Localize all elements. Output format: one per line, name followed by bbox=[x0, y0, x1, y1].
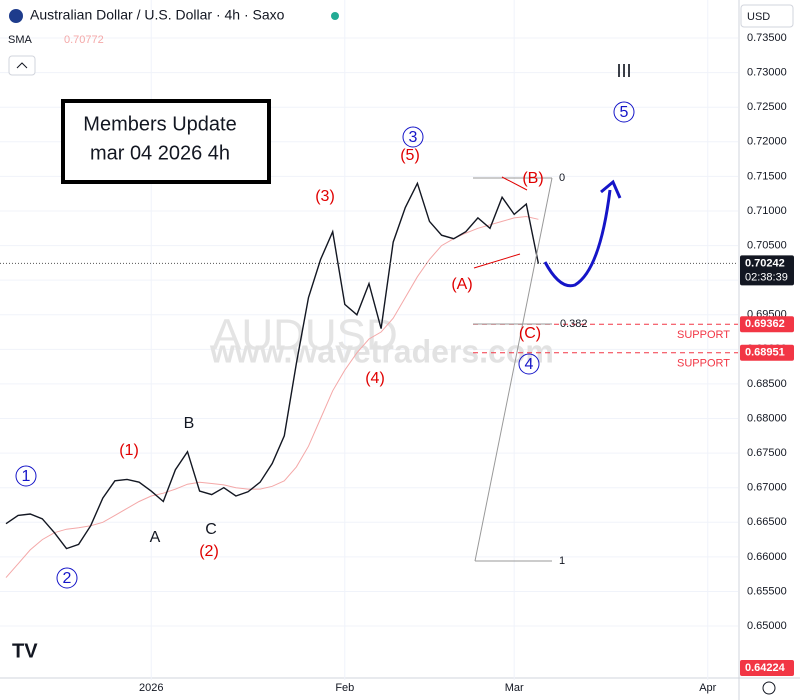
price-tag bbox=[740, 255, 794, 286]
y-tick-label: 0.65500 bbox=[747, 585, 787, 597]
y-tick-label: 0.68000 bbox=[747, 412, 787, 424]
wave-circle bbox=[402, 126, 424, 148]
watermark-url: www.wavetraders.com bbox=[209, 333, 554, 369]
wave-label: (3) bbox=[315, 188, 335, 205]
y-tick-label: 0.70500 bbox=[747, 239, 787, 251]
fib-label: 0 bbox=[559, 172, 565, 184]
wave-label: (5) bbox=[400, 147, 420, 164]
price-tag bbox=[740, 316, 794, 333]
settings-icon[interactable] bbox=[762, 681, 776, 695]
y-tick-label: 0.73000 bbox=[747, 67, 787, 79]
wave-label: III bbox=[616, 61, 631, 81]
y-tick-label: 0.67500 bbox=[747, 447, 787, 459]
wave-label: (B) bbox=[522, 170, 543, 187]
currency: USD bbox=[747, 11, 770, 23]
y-tick-label: 0.65000 bbox=[747, 620, 787, 632]
y-tick-label: 0.68500 bbox=[747, 378, 787, 390]
price-tag-label: 0.64224 bbox=[745, 662, 786, 674]
x-tick-label: Feb bbox=[335, 682, 354, 694]
y-tick-label: 0.67000 bbox=[747, 482, 787, 494]
fib-lines bbox=[473, 177, 553, 562]
y-tick-label: 0.66500 bbox=[747, 516, 787, 528]
wave-label: C bbox=[205, 521, 217, 538]
wave-circle bbox=[613, 101, 635, 123]
indicator-value: 0.70772 bbox=[64, 34, 104, 46]
series-line bbox=[5, 215, 539, 578]
y-tick-label: 0.72000 bbox=[747, 136, 787, 148]
price-tag bbox=[740, 344, 794, 361]
price-tag-label: 0.70242 bbox=[745, 257, 785, 269]
support-label: SUPPORT bbox=[677, 329, 730, 341]
currency-button[interactable] bbox=[740, 4, 794, 28]
wave-label: (2) bbox=[199, 543, 219, 560]
support-label: SUPPORT bbox=[677, 358, 730, 370]
logo: TV bbox=[12, 640, 38, 662]
wave-circle bbox=[15, 465, 37, 487]
price-tag-label: 0.68951 bbox=[745, 347, 785, 359]
chart-title: Australian Dollar / U.S. Dollar · 4h · S… bbox=[30, 7, 285, 23]
series-line bbox=[5, 181, 540, 550]
y-tick-label: 0.71500 bbox=[747, 170, 787, 182]
wave-circle bbox=[56, 567, 78, 589]
countdown: 02:38:39 bbox=[745, 271, 788, 283]
flag-icon bbox=[9, 9, 23, 23]
x-tick-label: Mar bbox=[505, 682, 524, 694]
x-tick-label: 2026 bbox=[139, 682, 163, 694]
box-subtitle: mar 04 2026 4h bbox=[90, 142, 230, 164]
wave-label: A bbox=[150, 529, 161, 546]
wave-label: 2 bbox=[63, 570, 72, 587]
projection bbox=[543, 189, 612, 288]
price-tag bbox=[740, 660, 794, 676]
y-tick-label: 0.71000 bbox=[747, 205, 787, 217]
triangle-lines bbox=[473, 176, 528, 269]
box-title: Members Update bbox=[83, 113, 236, 135]
status-dot bbox=[331, 12, 339, 20]
wave-label: (C) bbox=[519, 325, 541, 342]
wave-circle bbox=[518, 353, 540, 375]
collapse-button[interactable] bbox=[8, 55, 36, 76]
fib-label: 0.382 bbox=[560, 318, 588, 330]
indicator-name: SMA bbox=[8, 34, 33, 46]
projection-arrow bbox=[600, 179, 622, 199]
wave-label: (1) bbox=[119, 442, 139, 459]
y-tick-label: 0.73500 bbox=[747, 32, 787, 44]
wave-label: (A) bbox=[451, 276, 472, 293]
y-tick-label: 0.66000 bbox=[747, 551, 787, 563]
wave-label: (4) bbox=[365, 370, 385, 387]
wave-label: B bbox=[184, 415, 195, 432]
fib-label: 1 bbox=[559, 555, 565, 567]
update-box bbox=[61, 99, 271, 184]
wave-label: 3 bbox=[409, 129, 418, 146]
x-tick-label: Apr bbox=[699, 682, 716, 694]
y-tick-label: 0.72500 bbox=[747, 101, 787, 113]
wave-label: 1 bbox=[22, 468, 31, 485]
wave-label: 4 bbox=[525, 356, 534, 373]
wave-label: 5 bbox=[620, 104, 629, 121]
collapse-icon bbox=[16, 62, 28, 69]
price-tag-label: 0.69362 bbox=[745, 318, 785, 330]
